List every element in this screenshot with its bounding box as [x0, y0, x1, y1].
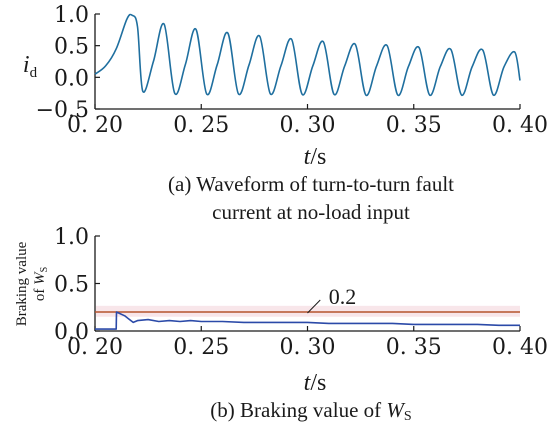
panel-a-ytick-label: 0.0 [54, 66, 89, 91]
panel-a-plot-area: 0. 20 0. 25 0. 30 0. 35 0. 40 −0.5 0.0 0.5 1.0 [36, 3, 548, 138]
panel-b-caption: (b) Braking value of WS [210, 398, 411, 424]
panel-b-xtick-label: 0. 35 [386, 335, 442, 360]
panel-b-ytick-label: 0.0 [54, 320, 89, 345]
panel-b-xlabel: t/s [304, 370, 327, 396]
panel-a-xtick-label: 0. 40 [492, 113, 548, 138]
panel-b-series-line [95, 311, 520, 330]
panel-a-caption-line1: (a) Waveform of turn-to-turn fault [168, 172, 454, 196]
panel-a-xtick-label: 0. 25 [173, 113, 229, 138]
panel-b-ylabel-line2: of WS [32, 267, 50, 301]
panel-b-xtick-label: 0. 40 [492, 335, 548, 360]
panel-a-xtick-label: 0. 20 [67, 113, 123, 138]
panel-b-ylabel-line1: Braking value [14, 241, 30, 326]
panel-a-xtick-label: 0. 30 [280, 113, 336, 138]
panel-b-ylabel: Braking value of WS [14, 241, 50, 326]
panel-b-xtick-label: 0. 25 [173, 335, 229, 360]
panel-b-xtick-label: 0. 20 [67, 335, 123, 360]
panel-a-xlabel: t/s [304, 144, 327, 170]
panel-a-xtick-label: 0. 35 [386, 113, 442, 138]
panel-b-plot-area: 0. 20 0. 25 0. 30 0. 35 0. 40 0.0 0.5 1.0 0.2 [54, 225, 548, 360]
panel-a-ylabel: id [23, 52, 38, 81]
panel-b-threshold-label: 0.2 [329, 284, 357, 309]
panel-a: 0. 20 0. 25 0. 30 0. 35 0. 40 −0.5 0.0 0.5 1.0 i… [23, 3, 548, 224]
panel-a-ytick-label: 1.0 [54, 3, 89, 28]
panel-b-xtick-label: 0. 30 [280, 335, 336, 360]
panel-a-ytick-label: 0.5 [54, 35, 89, 60]
panel-b: 0. 20 0. 25 0. 30 0. 35 0. 40 0.0 0.5 1.0 0.2 Br… [14, 225, 548, 424]
panel-a-series-line [94, 13, 521, 97]
panel-a-caption-line2: current at no-load input [212, 200, 410, 224]
panel-b-ytick-label: 0.5 [54, 273, 89, 298]
panel-a-ytick-label: −0.5 [36, 98, 89, 123]
panel-b-threshold-pointer [307, 299, 321, 314]
panel-a-ylabel-sub: d [30, 65, 38, 81]
panel-b-ytick-label: 1.0 [54, 225, 89, 250]
